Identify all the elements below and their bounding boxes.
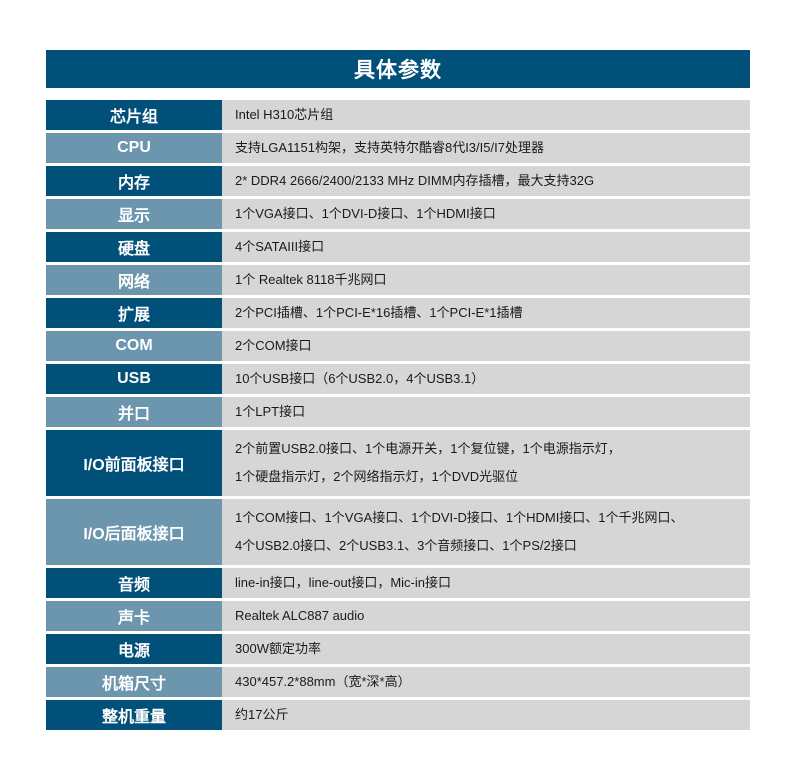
row-value-line: 1个 Realtek 8118千兆网口 [235,272,387,288]
row-value-line: 300W额定功率 [235,641,321,657]
table-row: 声卡 Realtek ALC887 audio [46,601,750,634]
row-label: 声卡 [46,601,222,631]
row-value-line: 4个USB2.0接口、2个USB3.1、3个音频接口、1个PS/2接口 [235,538,577,553]
row-value-line: 430*457.2*88mm（宽*深*高） [235,674,411,690]
table-row: 机箱尺寸 430*457.2*88mm（宽*深*高） [46,667,750,700]
row-value: line-in接口，line-out接口，Mic-in接口 [222,568,750,598]
table-title-bar: 具体参数 [46,50,750,88]
table-row: 硬盘 4个SATAIII接口 [46,232,750,265]
row-label: 扩展 [46,298,222,328]
row-value-line: 4个SATAIII接口 [235,239,325,255]
row-label: 芯片组 [46,100,222,130]
table-row: CPU 支持LGA1151构架，支持英特尔酷睿8代I3/I5/I7处理器 [46,133,750,166]
table-row: 音频 line-in接口，line-out接口，Mic-in接口 [46,568,750,601]
row-value: 1个LPT接口 [222,397,750,427]
row-value-line: Intel H310芯片组 [235,107,334,123]
table-row: COM 2个COM接口 [46,331,750,364]
row-label: 电源 [46,634,222,664]
table-row: 并口 1个LPT接口 [46,397,750,430]
row-label: USB [46,364,222,394]
row-label: COM [46,331,222,361]
table-row: 内存 2* DDR4 2666/2400/2133 MHz DIMM内存插槽，最大… [46,166,750,199]
table-row: 显示 1个VGA接口、1个DVI-D接口、1个HDMI接口 [46,199,750,232]
table-row: I/O后面板接口 1个COM接口、1个VGA接口、1个DVI-D接口、1个HDMI… [46,499,750,568]
row-value-line: 1个LPT接口 [235,404,306,420]
page-title: 具体参数 [354,59,442,82]
row-label: 内存 [46,166,222,196]
row-value-line: 1个硬盘指示灯，2个网络指示灯，1个DVD光驱位 [235,469,519,484]
row-label: CPU [46,133,222,163]
row-value: 2个前置USB2.0接口、1个电源开关，1个复位键，1个电源指示灯， 1个硬盘指示… [222,430,750,496]
row-label: 显示 [46,199,222,229]
row-value-line: line-in接口，line-out接口，Mic-in接口 [235,575,451,591]
table-row: 芯片组 Intel H310芯片组 [46,100,750,133]
row-value: 1个COM接口、1个VGA接口、1个DVI-D接口、1个HDMI接口、1个千兆网… [222,499,750,565]
row-value: 10个USB接口（6个USB2.0，4个USB3.1） [222,364,750,394]
row-value: 2个PCI插槽、1个PCI-E*16插槽、1个PCI-E*1插槽 [222,298,750,328]
row-value: 1个VGA接口、1个DVI-D接口、1个HDMI接口 [222,199,750,229]
row-value: 2* DDR4 2666/2400/2133 MHz DIMM内存插槽，最大支持… [222,166,750,196]
row-label: 网络 [46,265,222,295]
row-value-line: 2* DDR4 2666/2400/2133 MHz DIMM内存插槽，最大支持… [235,173,595,189]
row-value-line: 2个COM接口 [235,338,312,354]
row-value: 2个COM接口 [222,331,750,361]
table-row: 扩展 2个PCI插槽、1个PCI-E*16插槽、1个PCI-E*1插槽 [46,298,750,331]
row-label: 并口 [46,397,222,427]
table-row: 网络 1个 Realtek 8118千兆网口 [46,265,750,298]
row-label: I/O后面板接口 [46,499,222,565]
row-label: 机箱尺寸 [46,667,222,697]
row-value-line: 1个VGA接口、1个DVI-D接口、1个HDMI接口 [235,206,496,222]
title-spacer [46,88,750,100]
row-label: 整机重量 [46,700,222,730]
row-value: Realtek ALC887 audio [222,601,750,631]
row-value: 430*457.2*88mm（宽*深*高） [222,667,750,697]
table-row: USB 10个USB接口（6个USB2.0，4个USB3.1） [46,364,750,397]
row-value: Intel H310芯片组 [222,100,750,130]
row-value: 4个SATAIII接口 [222,232,750,262]
row-value-line: Realtek ALC887 audio [235,608,365,624]
spec-rows: 芯片组 Intel H310芯片组 CPU 支持LGA1151构架，支持英特尔酷睿8代… [46,100,750,730]
row-value-line: 1个COM接口、1个VGA接口、1个DVI-D接口、1个HDMI接口、1个千兆网… [235,510,684,526]
row-value-line: 2个PCI插槽、1个PCI-E*16插槽、1个PCI-E*1插槽 [235,305,523,321]
row-label: 硬盘 [46,232,222,262]
row-value: 支持LGA1151构架，支持英特尔酷睿8代I3/I5/I7处理器 [222,133,750,163]
row-value-line: 约17公斤 [235,707,289,723]
row-value-line: 10个USB接口（6个USB2.0，4个USB3.1） [235,371,485,387]
row-value-line: 支持LGA1151构架，支持英特尔酷睿8代I3/I5/I7处理器 [235,140,544,156]
table-row: 整机重量 约17公斤 [46,700,750,730]
row-label: 音频 [46,568,222,598]
table-row: I/O前面板接口 2个前置USB2.0接口、1个电源开关，1个复位键，1个电源指示… [46,430,750,499]
row-value-line: 2个前置USB2.0接口、1个电源开关，1个复位键，1个电源指示灯， [235,441,621,457]
table-row: 电源 300W额定功率 [46,634,750,667]
row-value: 1个 Realtek 8118千兆网口 [222,265,750,295]
row-label: I/O前面板接口 [46,430,222,496]
row-value: 约17公斤 [222,700,750,730]
specification-table: 具体参数 芯片组 Intel H310芯片组 CPU 支持LGA1151构架，支持英特… [46,50,750,730]
row-value: 300W额定功率 [222,634,750,664]
